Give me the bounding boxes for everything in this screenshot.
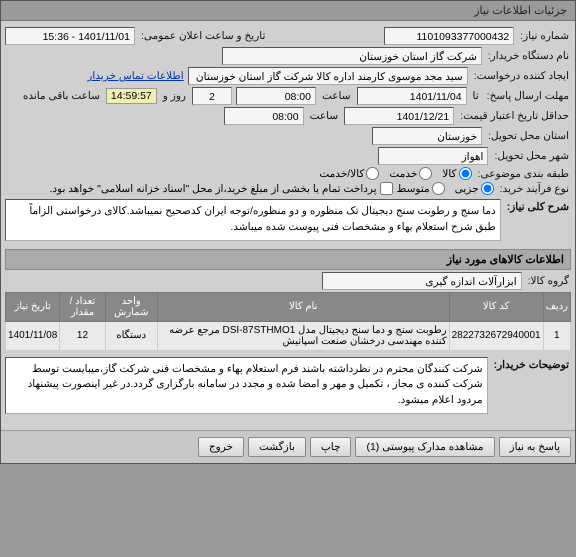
th-date: تاریخ نیاز [6, 292, 60, 321]
radio-service[interactable]: خدمت [389, 167, 432, 180]
subject-class-label: طبقه بندی موضوعی: [476, 168, 571, 180]
radio-partial-input[interactable] [481, 182, 494, 195]
announce-field: 1401/11/01 - 15:36 [5, 27, 135, 45]
radio-goods-service[interactable]: کالا/خدمت [319, 167, 379, 180]
org-field: شرکت گاز استان خوزستان [222, 47, 482, 65]
time-label-1: ساعت [320, 90, 353, 102]
exit-button[interactable]: خروج [198, 437, 244, 457]
valid-date: 1401/12/21 [344, 107, 454, 125]
cell-unit: دستگاه [105, 321, 157, 350]
buy-type-group: جزیی متوسط [397, 182, 494, 195]
window-title: جزئیات اطلاعات نیاز [474, 5, 567, 17]
goods-table: ردیف کد کالا نام کالا واحد شمارش تعداد /… [5, 292, 571, 351]
requester-label: ایجاد کننده درخواست: [472, 70, 571, 82]
back-button[interactable]: بازگشت [248, 437, 306, 457]
radio-partial[interactable]: جزیی [455, 182, 494, 195]
valid-time: 08:00 [224, 107, 304, 125]
th-row: ردیف [543, 292, 570, 321]
radio-service-input[interactable] [419, 167, 432, 180]
button-bar: پاسخ به نیاز مشاهده مدارک پیوستی (1) چاپ… [1, 430, 575, 463]
org-label: نام دستگاه خریدار: [486, 50, 571, 62]
radio-medium-input[interactable] [432, 182, 445, 195]
table-header-row: ردیف کد کالا نام کالا واحد شمارش تعداد /… [6, 292, 571, 321]
th-qty: تعداد / مقدار [60, 292, 105, 321]
window: جزئیات اطلاعات نیاز شماره نیاز: 11010933… [0, 0, 576, 464]
remain-timer: 14:59:57 [106, 88, 157, 104]
group-field: ابزارآلات اندازه گیری [322, 272, 522, 290]
requester-field: سید مجد موسوی کارمند اداره کالا شرکت گاز… [188, 67, 468, 85]
subject-radio-group: کالا خدمت کالا/خدمت [319, 167, 471, 180]
deadline-time: 08:00 [236, 87, 316, 105]
radio-medium[interactable]: متوسط [397, 182, 445, 195]
attachments-button[interactable]: مشاهده مدارک پیوستی (1) [355, 437, 494, 457]
cell-qty: 12 [60, 321, 105, 350]
city-field: اهواز [378, 147, 488, 165]
titlebar: جزئیات اطلاعات نیاز [1, 1, 575, 21]
cell-name: رطوبت سنج و دما سنج دیجیتال مدل DSI-87ST… [157, 321, 449, 350]
cell-code: 2822732672940001 [449, 321, 543, 350]
buy-type-label: نوع فرآیند خرید: [498, 183, 571, 195]
key-desc-box: دما سنج و رطوبت سنج دیجیتال تک منظوره و … [5, 199, 501, 241]
deadline-label: مهلت ارسال پاسخ: [485, 90, 571, 102]
th-name: نام کالا [157, 292, 449, 321]
buyer-note-label: توضیحات خریدار: [492, 355, 571, 371]
pay-note-check[interactable]: پرداخت تمام یا بخشی از مبلغ خرید،از محل … [49, 182, 392, 195]
content-area: شماره نیاز: 1101093377000432 تاریخ و ساع… [1, 21, 575, 422]
deadline-date: 1401/11/04 [357, 87, 467, 105]
radio-goods-input[interactable] [459, 167, 472, 180]
remain-days-label: روز و [161, 90, 188, 102]
th-unit: واحد شمارش [105, 292, 157, 321]
remain-days: 2 [192, 87, 232, 105]
valid-label: حداقل تاریخ اعتبار قیمت: [458, 110, 571, 122]
city-label: شهر محل تحویل: [492, 150, 571, 162]
buyer-note-box: شرکت کنندگان محترم در نظرداشته باشند فرم… [5, 357, 488, 414]
radio-goods[interactable]: کالا [442, 167, 471, 180]
print-button[interactable]: چاپ [310, 437, 352, 457]
pay-note-checkbox[interactable] [380, 182, 393, 195]
group-label: گروه کالا: [526, 275, 571, 287]
th-code: کد کالا [449, 292, 543, 321]
deadline-to: تا [471, 90, 481, 102]
contact-link[interactable]: اطلاعات تماس خریدار [87, 70, 183, 82]
goods-header: اطلاعات کالاهای مورد نیاز [5, 249, 571, 270]
cell-date: 1401/11/08 [6, 321, 60, 350]
remain-suffix: ساعت باقی مانده [21, 90, 102, 102]
announce-label: تاریخ و ساعت اعلان عمومی: [139, 30, 267, 42]
state-label: استان محل تحویل: [486, 130, 571, 142]
state-field: خوزستان [372, 127, 482, 145]
radio-goods-service-input[interactable] [366, 167, 379, 180]
need-no-field: 1101093377000432 [384, 27, 514, 45]
respond-button[interactable]: پاسخ به نیاز [499, 437, 571, 457]
cell-row: 1 [543, 321, 570, 350]
need-no-label: شماره نیاز: [518, 30, 571, 42]
table-row[interactable]: 1 2822732672940001 رطوبت سنج و دما سنج د… [6, 321, 571, 350]
key-desc-label: شرح کلی نیاز: [505, 197, 571, 213]
time-label-2: ساعت [308, 110, 341, 122]
